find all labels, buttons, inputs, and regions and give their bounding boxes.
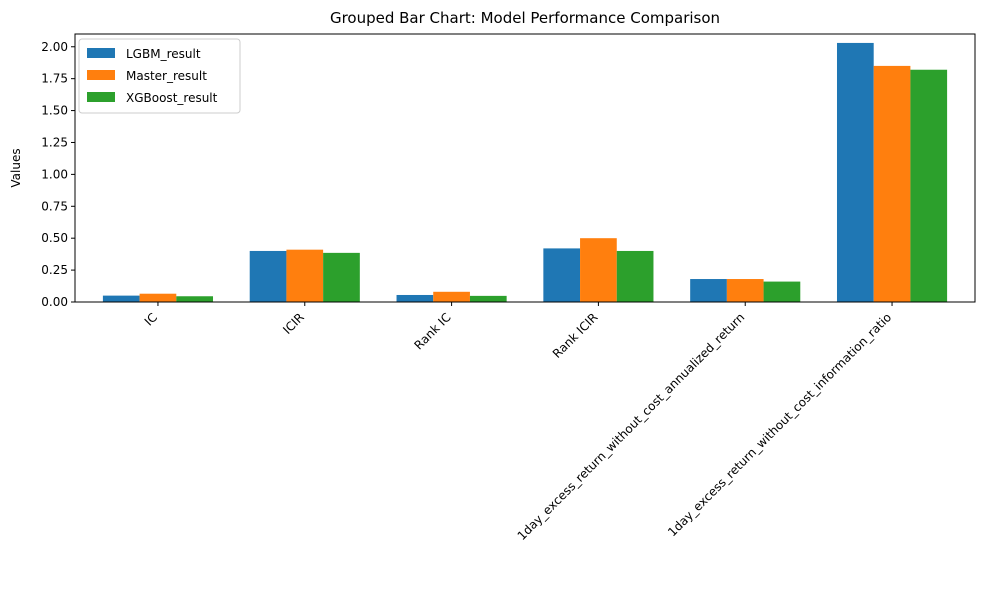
y-tick-label: 1.75 [41,72,68,86]
bar-XGBoost_result-0 [176,296,214,302]
bar-LGBM_result-4 [690,279,727,302]
x-tick-label: 1day_excess_return_without_cost_informat… [665,310,894,539]
bar-Master_result-2 [433,291,470,302]
bar-XGBoost_result-2 [469,295,507,302]
legend-label-LGBM_result: LGBM_result [126,47,201,61]
bar-XGBoost_result-4 [763,281,801,302]
plot-frame [74,33,976,303]
y-tick-label: 0.50 [41,231,68,245]
x-tick-label: IC [142,310,160,328]
legend-label-Master_result: Master_result [126,69,207,83]
y-tick-label: 0.00 [41,295,68,309]
legend-label-XGBoost_result: XGBoost_result [126,91,218,105]
bar-Master_result-5 [873,65,911,303]
bar-Master_result-1 [286,249,324,302]
legend-swatch-Master_result [87,70,115,80]
chart-title: Grouped Bar Chart: Model Performance Com… [330,9,720,27]
bar-LGBM_result-3 [543,248,581,302]
y-tick-label: 0.75 [41,199,68,213]
bar-Master_result-4 [726,279,764,302]
legend-swatch-XGBoost_result [87,92,115,102]
legend-swatch-LGBM_result [87,48,115,58]
x-tick-label: ICIR [280,310,307,337]
y-tick-label: 1.50 [41,104,68,118]
y-tick-label: 0.25 [41,263,68,277]
bars-layer [102,42,948,303]
legend: LGBM_result Master_result XGBoost_result [78,38,241,114]
bar-XGBoost_result-1 [323,252,360,302]
bar-XGBoost_result-5 [910,69,948,302]
bar-XGBoost_result-3 [616,250,654,302]
bar-LGBM_result-0 [102,295,140,302]
bar-Master_result-0 [139,293,177,302]
x-tick-label: 1day_excess_return_without_cost_annualiz… [515,310,748,543]
bar-LGBM_result-1 [249,250,287,302]
bar-Master_result-3 [580,238,617,302]
x-tick-label: Rank ICIR [550,310,601,361]
y-axis-label: Values [9,148,23,187]
y-tick-label: 1.25 [41,135,68,149]
y-tick-label: 1.00 [41,167,68,181]
y-tick-label: 2.00 [41,40,68,54]
bar-LGBM_result-2 [396,294,434,302]
bar-LGBM_result-5 [836,42,874,302]
legend-frame [78,38,241,114]
x-tick-label: Rank IC [411,310,453,352]
